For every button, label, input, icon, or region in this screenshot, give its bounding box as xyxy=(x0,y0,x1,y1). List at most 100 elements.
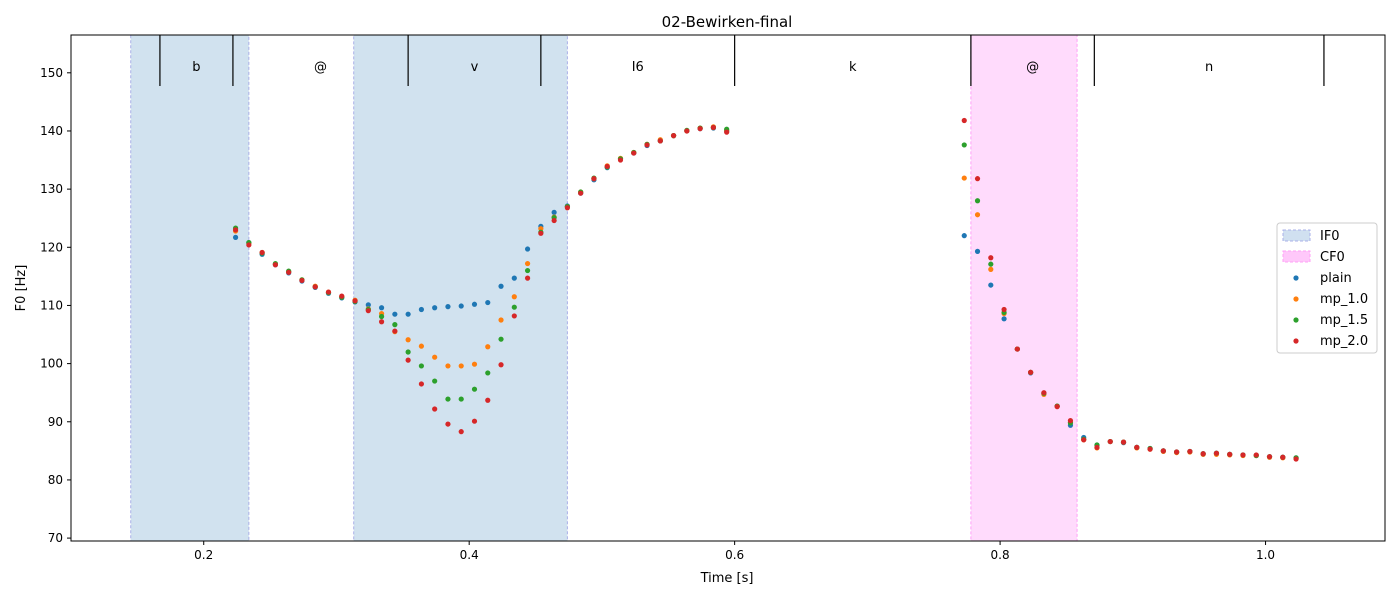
data-point xyxy=(458,429,464,435)
data-point xyxy=(961,142,967,148)
x-axis: 0.2 0.4 0.6 0.8 1.0 xyxy=(194,541,1275,562)
data-point xyxy=(458,363,464,369)
data-point xyxy=(524,267,531,274)
data-point xyxy=(445,363,451,369)
data-point xyxy=(564,205,571,211)
data-point xyxy=(1227,451,1233,457)
data-point xyxy=(1067,418,1074,424)
region-if0-1 xyxy=(353,34,568,542)
data-point xyxy=(378,319,385,325)
region-if0-0 xyxy=(130,34,250,542)
data-point xyxy=(485,299,491,306)
data-point xyxy=(1120,439,1127,445)
data-point xyxy=(445,396,451,402)
data-point xyxy=(378,313,385,320)
regions-layer xyxy=(130,34,1078,542)
segment-label: k xyxy=(849,60,857,75)
data-point xyxy=(1001,316,1007,322)
legend-marker-mp_1.0 xyxy=(1293,296,1299,302)
legend-label: plain xyxy=(1320,271,1352,286)
data-point xyxy=(432,406,438,412)
data-point xyxy=(378,305,385,311)
data-point xyxy=(458,396,464,402)
data-point xyxy=(524,260,531,267)
x-tick-label: 0.2 xyxy=(194,548,213,562)
data-point xyxy=(312,284,318,290)
data-point xyxy=(961,175,967,181)
data-point xyxy=(498,362,504,368)
data-point xyxy=(988,282,994,288)
data-point xyxy=(1174,449,1180,455)
y-tick-label: 130 xyxy=(40,182,63,196)
data-point xyxy=(1253,452,1259,458)
segment-label: @ xyxy=(1026,60,1039,75)
y-tick-label: 120 xyxy=(40,240,63,254)
legend-marker-mp_2.0 xyxy=(1293,338,1299,344)
data-point xyxy=(392,311,398,317)
data-point xyxy=(511,304,517,310)
points-layer xyxy=(232,117,1299,462)
segments-layer: b @ v I6 k @ n xyxy=(159,35,1325,86)
legend-marker-mp_1.5 xyxy=(1293,317,1299,323)
data-point xyxy=(974,248,981,254)
data-point xyxy=(498,317,504,323)
legend-label: mp_1.0 xyxy=(1320,292,1368,307)
data-point xyxy=(405,337,411,343)
data-point xyxy=(538,230,544,236)
data-point xyxy=(418,363,424,369)
data-point xyxy=(471,418,478,424)
data-point xyxy=(365,302,371,308)
data-point xyxy=(1266,454,1273,460)
data-point xyxy=(631,150,637,156)
y-tick-label: 150 xyxy=(40,66,63,80)
y-tick-label: 80 xyxy=(48,473,63,487)
y-tick-label: 140 xyxy=(40,124,63,138)
data-point xyxy=(325,289,332,295)
data-point xyxy=(961,117,967,124)
data-point xyxy=(511,275,517,281)
data-point xyxy=(511,294,517,300)
data-point xyxy=(1200,451,1206,457)
segment-label: @ xyxy=(314,60,327,75)
data-point xyxy=(246,242,252,248)
data-point xyxy=(988,261,994,267)
data-point xyxy=(974,198,981,204)
data-point xyxy=(1081,437,1087,443)
segment-label: n xyxy=(1205,60,1213,75)
x-tick-label: 0.6 xyxy=(725,548,744,562)
chart-title: 02-Bewirken-final xyxy=(662,13,793,31)
data-point xyxy=(578,190,584,196)
data-point xyxy=(485,370,491,376)
data-point xyxy=(684,128,690,134)
data-point xyxy=(1280,454,1286,460)
data-point xyxy=(432,354,438,360)
data-point xyxy=(485,397,491,403)
data-point xyxy=(1187,448,1193,455)
y-axis-label: F0 [Hz] xyxy=(14,265,29,312)
data-point xyxy=(232,234,239,240)
data-point xyxy=(724,129,730,135)
data-point xyxy=(498,283,504,289)
data-point xyxy=(405,311,411,317)
data-point xyxy=(471,386,478,392)
y-tick-label: 70 xyxy=(48,531,63,545)
data-point xyxy=(485,344,491,350)
data-point xyxy=(657,138,663,144)
legend-swatch-if0 xyxy=(1282,229,1311,242)
data-point xyxy=(498,336,504,342)
x-axis-label: Time [s] xyxy=(700,571,754,586)
data-point xyxy=(551,209,557,215)
data-point xyxy=(1147,446,1153,452)
segment-label: I6 xyxy=(632,60,644,75)
y-tick-label: 90 xyxy=(48,415,63,429)
data-point xyxy=(670,133,677,139)
legend-label: IF0 xyxy=(1320,229,1340,244)
data-point xyxy=(617,157,624,163)
segment-label: v xyxy=(471,60,479,75)
legend-marker-plain xyxy=(1293,275,1299,281)
data-point xyxy=(1001,306,1007,313)
data-point xyxy=(432,305,438,311)
data-point xyxy=(232,227,239,233)
x-tick-label: 1.0 xyxy=(1256,548,1275,562)
